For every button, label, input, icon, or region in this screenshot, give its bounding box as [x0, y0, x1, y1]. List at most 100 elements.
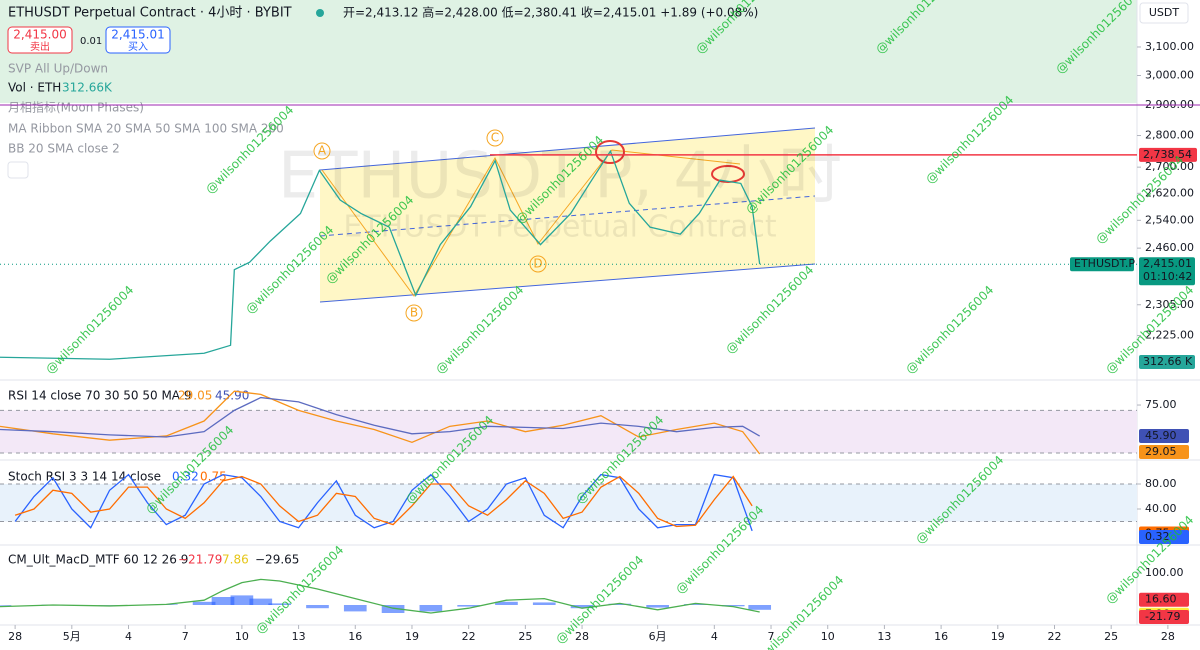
series-line [0, 390, 761, 455]
x-tick-label: 25 [518, 630, 532, 643]
histogram-bar [230, 595, 254, 605]
value-label-box [1139, 610, 1189, 624]
zone [0, 0, 1137, 103]
x-tick-label: 25 [1104, 630, 1118, 643]
histogram-bar [457, 605, 480, 607]
x-tick-label: 16 [348, 630, 362, 643]
watermark-handle: @wilsonh01256004 [43, 283, 137, 377]
pattern-labels [313, 129, 547, 322]
legend-value: −21.79 [178, 553, 222, 567]
y-tick-label: 3,000.00 [1145, 68, 1194, 81]
x-tick-label: 5月 [63, 630, 81, 643]
volume-label: 312.66 K [1143, 355, 1193, 368]
currency-button[interactable] [1139, 2, 1189, 24]
histogram-bar [646, 605, 669, 608]
histogram-bar [0, 605, 12, 606]
pattern-label: B [410, 306, 418, 320]
y-tick-label: 80.00 [1145, 477, 1177, 490]
symbol-title[interactable]: ETHUSDT Perpetual Contract · 4小时 · BYBIT [8, 6, 292, 21]
symbol-box [1070, 257, 1134, 272]
sell-label[interactable]: 卖出 [30, 40, 50, 53]
x-tick-label: 16 [934, 630, 948, 643]
channel-mid [319, 195, 816, 237]
x-tick-label: 19 [991, 630, 1005, 643]
band [0, 410, 1137, 453]
x-tick-label: 13 [292, 630, 306, 643]
histogram-bar [249, 598, 273, 605]
value-label: 29.05 [1145, 445, 1177, 458]
symbol-tag: ETHUSDT.P [1074, 257, 1135, 270]
indicator[interactable]: 月相指标(Moon Phases) [8, 100, 144, 115]
x-tick-label: 4 [125, 630, 132, 643]
value-label: -21.79 [1145, 610, 1180, 623]
x-tick-label: 13 [877, 630, 891, 643]
sell-button[interactable] [7, 26, 73, 54]
x-tick-label: 22 [462, 630, 476, 643]
y-tick-label: 2,540.00 [1145, 213, 1194, 226]
watermark: ETHUSDT.P, 4小时 [278, 140, 842, 214]
legend-value: 45.90 [215, 389, 249, 403]
histogram-bar [748, 605, 772, 610]
price-label: 2,415.01 [1143, 257, 1192, 270]
buy-button[interactable] [105, 26, 171, 54]
pane-title[interactable]: CM_Ult_MacD_MTF 60 12 26 9 [8, 553, 188, 567]
histogram-bar [532, 602, 556, 605]
indicator-value: 312.66K [62, 81, 113, 95]
x-tick-label: 28 [1161, 630, 1175, 643]
buy-price[interactable]: 2,415.01 [111, 28, 164, 42]
price-box [1139, 257, 1195, 286]
histogram-bar [495, 601, 518, 605]
pattern-circle [313, 142, 331, 160]
currency[interactable]: USDT [1149, 6, 1180, 19]
legend-value: −29.65 [255, 553, 299, 567]
x-tick-label: 6月 [649, 630, 667, 643]
value-label-box [1139, 592, 1189, 607]
x-tick-label: 28 [8, 630, 22, 643]
x-tick-label: 7 [768, 630, 775, 643]
value-label-box [1139, 429, 1189, 444]
watermark-sub: ETHUSDT Perpetual Contract [343, 210, 776, 245]
histogram-bar [306, 605, 329, 609]
x-tick-label: 10 [821, 630, 835, 643]
watermark-handle: @wilsonh01256004 [553, 553, 647, 647]
spread: 0.01 [80, 36, 102, 47]
pane-title[interactable]: Stoch RSI 3 3 14 14 close [8, 470, 161, 484]
y-tick-label: 40.00 [1145, 502, 1177, 515]
series-line [14, 473, 753, 532]
y-tick-label: 2,700.00 [1145, 160, 1194, 173]
legend-value: 29.05 [178, 389, 212, 403]
indicator[interactable]: MA Ribbon SMA 20 SMA 50 SMA 100 SMA 200 [8, 122, 284, 136]
histogram-bar [381, 605, 405, 613]
indicator[interactable]: BB 20 SMA close 2 [8, 142, 120, 156]
series-line [0, 396, 761, 438]
watermark-handle: @wilsonh01256004 [923, 93, 1017, 187]
histogram-bar [211, 597, 235, 605]
y-tick-label: 2,460.00 [1145, 241, 1194, 254]
resistance-box [1139, 147, 1197, 162]
buy-label[interactable]: 买入 [128, 41, 148, 53]
indicator[interactable]: Vol · ETH [8, 81, 61, 95]
indicator[interactable]: SVP All Up/Down [8, 62, 108, 76]
sell-price[interactable]: 2,415.00 [13, 28, 66, 42]
pattern-circle [486, 129, 504, 147]
collapse-button[interactable] [7, 161, 29, 179]
channel-top [319, 127, 816, 171]
legend-value: 0.32 [172, 470, 199, 484]
pane-title[interactable]: RSI 14 close 70 30 50 50 MA 9 [8, 389, 191, 403]
pattern-label: A [318, 144, 327, 158]
histogram-bar [684, 604, 707, 605]
value-label-box [1139, 445, 1189, 459]
y-tick-label: 2,800.00 [1145, 129, 1194, 142]
value-label-box [1139, 530, 1189, 544]
x-tick-label: 7 [182, 630, 189, 643]
series-line [0, 578, 760, 614]
watermark-handle: @wilsonh01256004 [433, 283, 527, 377]
x-tick-label: 4 [711, 630, 718, 643]
watermark-handle: @wilsonh01256004 [903, 283, 997, 377]
y-tick-label: 3,100.00 [1145, 40, 1194, 53]
value-label: 0.32 [1145, 530, 1170, 543]
histogram-bar [608, 603, 632, 605]
histogram-bar [419, 605, 443, 612]
y-tick-label: 75.00 [1145, 398, 1177, 411]
